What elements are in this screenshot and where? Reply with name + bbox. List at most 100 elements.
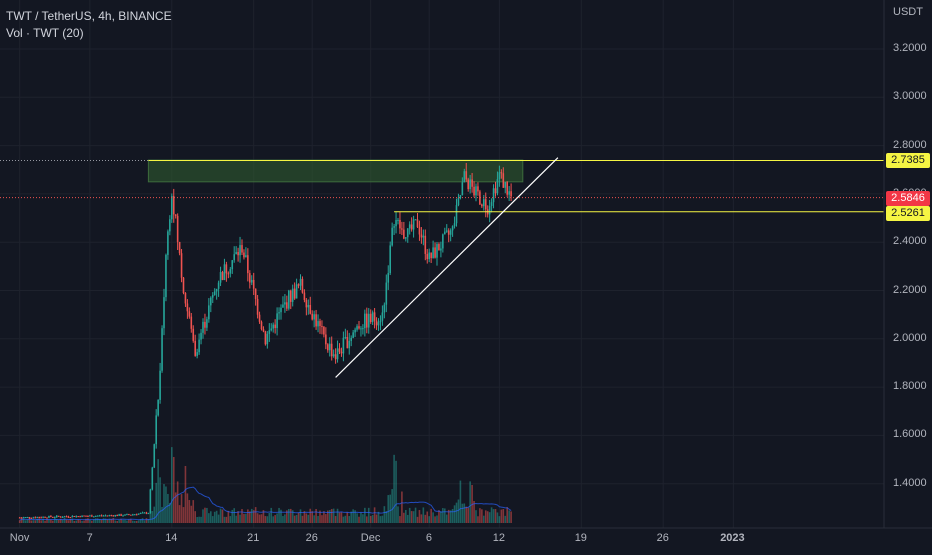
candle-body [412, 219, 415, 230]
candle-body [401, 228, 403, 230]
candle-body [124, 514, 126, 516]
volume-bar [46, 519, 48, 523]
volume-bar [332, 508, 335, 523]
candle-body [264, 331, 267, 345]
chart-legend[interactable]: TWT / TetherUS, 4h, BINANCE Vol · TWT (2… [6, 8, 172, 42]
candle-body [309, 305, 312, 314]
candle-body [22, 517, 25, 519]
volume-bar [303, 511, 306, 523]
candle-body [231, 260, 234, 270]
volume-bar [28, 518, 31, 523]
candle-body [373, 312, 376, 321]
candle-body [494, 188, 497, 194]
candle-body [364, 313, 366, 329]
volume-indicator-title[interactable]: Vol · TWT (20) [6, 26, 84, 40]
resistance-price-tag: 2.7385 [886, 153, 930, 168]
candle-body [221, 272, 224, 281]
volume-bar [159, 477, 161, 523]
volume-bar [116, 520, 118, 523]
price-tick-label: 1.4000 [893, 476, 927, 489]
candle-body [167, 231, 169, 255]
candle-body [266, 333, 269, 345]
candle-body [151, 467, 154, 490]
candle-body [328, 343, 331, 351]
volume-bar [412, 511, 415, 523]
candle-body [352, 332, 354, 338]
candle-body [354, 329, 356, 333]
volume-bar [139, 519, 142, 523]
candle-body [371, 312, 374, 323]
volume-bar [178, 505, 181, 523]
volume-bar [198, 516, 200, 523]
candle-body [463, 171, 466, 183]
candle-body [24, 517, 27, 519]
candle-body [100, 515, 103, 517]
candle-body [65, 516, 68, 518]
candle-body [233, 254, 235, 261]
volume-bar [126, 520, 128, 523]
candle-body [75, 516, 78, 518]
candle-body [346, 336, 349, 349]
volume-bar [266, 516, 269, 523]
candle-body [430, 252, 432, 259]
volume-bar [465, 506, 468, 523]
volume-bar [510, 511, 512, 523]
candle-body [496, 179, 499, 194]
candle-body [459, 195, 462, 198]
time-tick-label: 26 [656, 532, 669, 544]
volume-bar [161, 506, 163, 523]
volume-bar [362, 514, 364, 523]
candle-body [399, 219, 401, 229]
candle-body [299, 278, 302, 286]
candle-body [161, 328, 163, 371]
candle-body [61, 516, 64, 518]
volume-bar [278, 507, 280, 523]
candle-body [434, 247, 436, 258]
volume-bar [87, 518, 89, 523]
ascending-trendline[interactable] [335, 157, 559, 378]
volume-bar [22, 518, 25, 523]
candle-body [87, 516, 89, 518]
volume-bar [453, 505, 456, 523]
volume-bar [463, 503, 466, 523]
candle-body [284, 302, 286, 305]
volume-bar [477, 516, 479, 523]
candle-body [211, 295, 214, 298]
volume-bar [59, 518, 62, 523]
volume-bar [299, 509, 302, 523]
volume-bar [328, 510, 331, 523]
candle-body [42, 516, 44, 518]
candle-body [258, 314, 261, 322]
candle-body [112, 515, 115, 517]
candle-body [508, 191, 510, 195]
candle-body [40, 517, 42, 519]
volume-bar [112, 518, 115, 523]
volume-bar [313, 515, 315, 523]
volume-bar [118, 519, 120, 523]
volume-ma-line [19, 486, 512, 521]
price-tick-label: 3.0000 [893, 90, 927, 103]
candle-body [122, 515, 124, 517]
volume-bar [428, 516, 430, 523]
candle-body [26, 516, 29, 518]
symbol-title[interactable]: TWT / TetherUS, 4h, BINANCE [6, 9, 172, 23]
volume-bar [81, 520, 83, 523]
volume-bar [338, 512, 341, 523]
candle-body [89, 515, 91, 517]
price-tick-label: 2.2000 [893, 283, 927, 296]
volume-bar [194, 511, 196, 523]
candle-body [245, 255, 247, 258]
candle-body [63, 516, 66, 518]
volume-bar [48, 519, 50, 523]
candle-body [473, 186, 475, 196]
candle-body [247, 255, 249, 274]
volume-bar [180, 494, 183, 523]
volume-bar [293, 515, 296, 523]
candle-body [406, 228, 409, 238]
candle-body [500, 172, 503, 174]
volume-bar [227, 510, 230, 523]
candle-body [387, 273, 390, 283]
volume-bar [420, 514, 423, 523]
